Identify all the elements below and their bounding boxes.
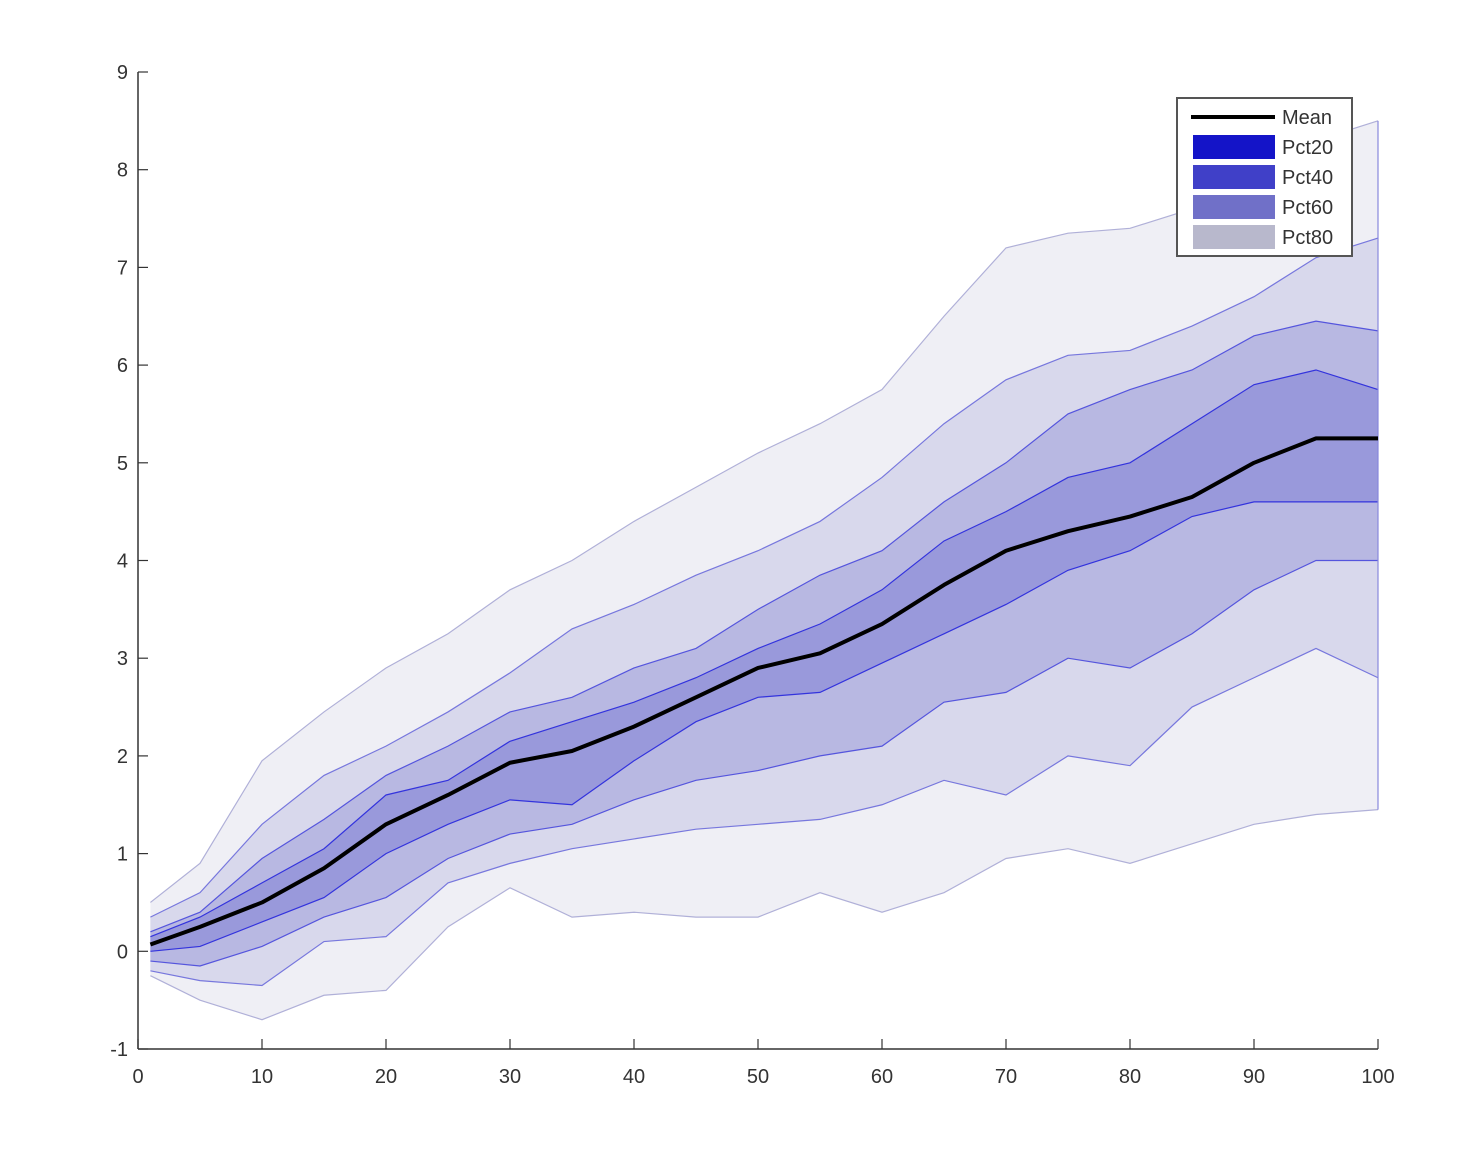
y-tick-label: 2 <box>117 746 128 768</box>
legend: Mean Pct20 Pct40 Pct60 Pct80 <box>1176 97 1353 257</box>
legend-swatch-pct40 <box>1193 165 1275 189</box>
legend-label: Pct80 <box>1282 227 1333 249</box>
band-lower-line-pct20 <box>150 501 1378 952</box>
x-tick-label: 50 <box>747 1066 769 1088</box>
y-tick-label: 3 <box>117 648 128 670</box>
legend-label: Pct20 <box>1282 137 1333 159</box>
band-upper-line-pct40 <box>150 320 1379 933</box>
legend-swatch-pct60 <box>1193 195 1275 219</box>
y-tick-label: 1 <box>117 844 128 866</box>
legend-label: Pct60 <box>1282 197 1333 219</box>
band-lower-line-pct80 <box>150 809 1379 1021</box>
y-tick-label: 8 <box>117 160 128 182</box>
y-tick-label: 9 <box>117 62 128 84</box>
y-tick-label: 5 <box>117 453 128 475</box>
x-tick-label: 100 <box>1361 1066 1394 1088</box>
band-lower-line-pct60 <box>150 647 1379 987</box>
y-tick-label: 6 <box>117 355 128 377</box>
x-tick-label: 90 <box>1243 1066 1265 1088</box>
x-tick-label: 0 <box>132 1066 143 1088</box>
band-upper-line-pct60 <box>150 237 1379 918</box>
band-upper-line-pct20 <box>150 369 1379 938</box>
x-tick-label: 30 <box>499 1066 521 1088</box>
legend-swatch-pct20 <box>1193 135 1275 159</box>
x-tick-label: 10 <box>251 1066 273 1088</box>
x-tick-label: 70 <box>995 1066 1017 1088</box>
y-tick-label: 7 <box>117 257 128 279</box>
x-tick-label: 60 <box>871 1066 893 1088</box>
y-tick-label: -1 <box>110 1039 128 1061</box>
percentile-bands <box>150 120 1379 1021</box>
x-tick-label: 80 <box>1119 1066 1141 1088</box>
band-lower-line-pct40 <box>150 559 1378 967</box>
legend-swatch-pct80 <box>1193 225 1275 249</box>
legend-label: Mean <box>1282 107 1332 129</box>
x-tick-label: 40 <box>623 1066 645 1088</box>
x-tick-label: 20 <box>375 1066 397 1088</box>
mean-series <box>149 436 1378 947</box>
y-tick-label: 4 <box>117 551 128 573</box>
band-pct20 <box>150 369 1378 952</box>
legend-label: Pct40 <box>1282 167 1333 189</box>
mean-line <box>149 436 1378 947</box>
band-upper-line-pct80 <box>150 120 1379 903</box>
y-tick-label: 0 <box>117 941 128 963</box>
